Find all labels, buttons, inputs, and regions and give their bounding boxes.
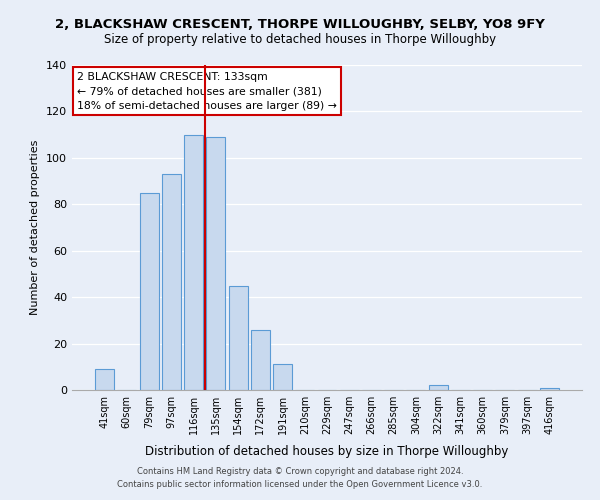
Text: 2, BLACKSHAW CRESCENT, THORPE WILLOUGHBY, SELBY, YO8 9FY: 2, BLACKSHAW CRESCENT, THORPE WILLOUGHBY…	[55, 18, 545, 30]
Bar	[162, 174, 181, 390]
Bar	[95, 369, 114, 390]
Bar	[429, 386, 448, 390]
Bar	[251, 330, 270, 390]
Text: Contains HM Land Registry data © Crown copyright and database right 2024.
Contai: Contains HM Land Registry data © Crown c…	[118, 468, 482, 489]
Y-axis label: Number of detached properties: Number of detached properties	[31, 140, 40, 315]
Text: 2 BLACKSHAW CRESCENT: 133sqm
← 79% of detached houses are smaller (381)
18% of s: 2 BLACKSHAW CRESCENT: 133sqm ← 79% of de…	[77, 72, 337, 111]
Bar	[140, 192, 158, 390]
Bar	[540, 388, 559, 390]
Bar	[229, 286, 248, 390]
X-axis label: Distribution of detached houses by size in Thorpe Willoughby: Distribution of detached houses by size …	[145, 446, 509, 458]
Text: Size of property relative to detached houses in Thorpe Willoughby: Size of property relative to detached ho…	[104, 32, 496, 46]
Bar	[206, 137, 225, 390]
Bar	[273, 364, 292, 390]
Bar	[184, 134, 203, 390]
